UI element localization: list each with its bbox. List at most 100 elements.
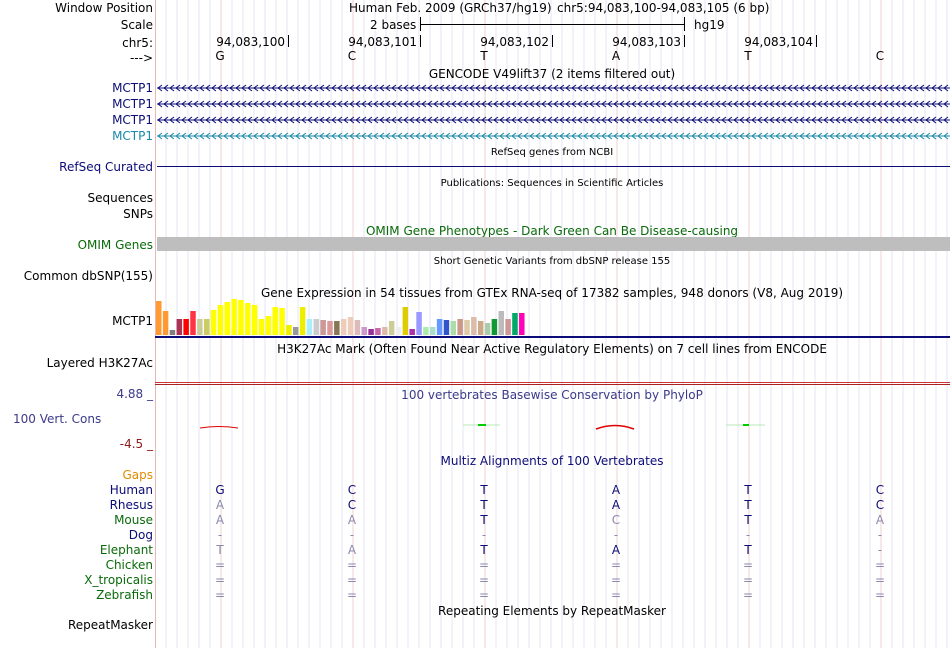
- ruler-tick-label: 94,083,104: [744, 35, 813, 49]
- gtex-tissue-bar: [450, 321, 457, 335]
- species-label[interactable]: Dog: [128, 528, 153, 542]
- gencode-item-3[interactable]: MCTP1: [112, 113, 153, 127]
- alignment-base: T: [480, 543, 488, 557]
- publications-snps-label[interactable]: SNPs: [123, 207, 153, 221]
- gtex-tissue-bar: [299, 307, 306, 335]
- h3k27ac-signal-line-2: [155, 384, 950, 385]
- gencode-item-2[interactable]: MCTP1: [112, 97, 153, 111]
- alignment-base: T: [744, 543, 752, 557]
- alignment-base: =: [742, 558, 754, 572]
- gtex-tissue-bar: [409, 329, 415, 335]
- gtex-tissue-bar: [320, 320, 326, 335]
- gtex-tissue-bar: [272, 307, 278, 335]
- refseq-label[interactable]: RefSeq Curated: [59, 160, 153, 174]
- multiz-title: Multiz Alignments of 100 Vertebrates: [440, 454, 664, 468]
- species-label[interactable]: Human: [109, 483, 153, 497]
- gencode-transcripts[interactable]: [155, 80, 950, 144]
- alignment-base: T: [216, 543, 224, 557]
- alignment-base: A: [215, 498, 225, 512]
- alignment-base: A: [611, 483, 621, 497]
- gtex-tissue-bar: [347, 317, 354, 335]
- species-label[interactable]: Rhesus: [109, 498, 153, 512]
- gtex-tissue-bar: [190, 311, 196, 335]
- omim-gene-bar[interactable]: [157, 237, 950, 251]
- repeatmasker-title: Repeating Elements by RepeatMasker: [438, 604, 666, 618]
- gtex-tissue-bar: [245, 303, 251, 335]
- alignment-base: A: [347, 513, 357, 527]
- ruler-tick-mark: [552, 35, 553, 47]
- gtex-tissue-bar: [505, 319, 511, 335]
- scale-text: 2 bases: [370, 18, 417, 32]
- alignment-base: =: [610, 573, 622, 587]
- base-grid: [155, 0, 948, 648]
- scale-bar-right-tick: [684, 17, 685, 31]
- phylop-label[interactable]: 100 Vert. Cons: [13, 412, 102, 426]
- gtex-tissue-bar: [238, 300, 244, 335]
- alignment-base: =: [346, 573, 358, 587]
- publications-title: Publications: Sequences in Scientific Ar…: [440, 178, 664, 189]
- alignment-base: C: [875, 483, 885, 497]
- ruler-tick-label: 94,083,101: [348, 35, 417, 49]
- alignment-base: =: [214, 573, 226, 587]
- phylop-min-label: -4.5 _: [119, 437, 153, 451]
- omim-label[interactable]: OMIM Genes: [77, 238, 153, 252]
- gtex-baseline: [155, 336, 950, 338]
- repeatmasker-label[interactable]: RepeatMasker: [67, 618, 153, 632]
- alignment-base: =: [214, 558, 226, 572]
- ruler-base: A: [611, 49, 621, 63]
- species-label[interactable]: Chicken: [105, 558, 153, 572]
- species-label[interactable]: X_tropicalis: [84, 573, 153, 587]
- gencode-item-1[interactable]: MCTP1: [112, 81, 153, 95]
- gtex-tissue-bar: [402, 307, 409, 335]
- alignment-base: =: [478, 558, 490, 572]
- alignment-base: A: [611, 498, 621, 512]
- scale-bar-left-tick: [420, 17, 421, 31]
- gtex-tissue-bar: [251, 305, 258, 335]
- gtex-expression-chart[interactable]: [155, 298, 950, 338]
- gtex-tissue-bar: [368, 329, 374, 335]
- alignment-base: =: [214, 588, 226, 602]
- phylop-signal[interactable]: [155, 418, 950, 434]
- species-label[interactable]: Elephant: [99, 543, 153, 557]
- phylop-peak-2-bar: [478, 424, 486, 426]
- alignment-base: -: [349, 528, 355, 542]
- refseq-gene-line[interactable]: [157, 166, 950, 167]
- gtex-tissue-bar: [286, 325, 292, 335]
- publications-sequences-label[interactable]: Sequences: [87, 191, 153, 205]
- gtex-tissue-bar: [279, 308, 285, 335]
- gtex-tissue-bar: [423, 327, 429, 335]
- gtex-title: Gene Expression in 54 tissues from GTEx …: [260, 286, 844, 300]
- alignment-base: -: [481, 528, 487, 542]
- gtex-tissue-bar: [265, 316, 272, 335]
- alignment-base: =: [742, 588, 754, 602]
- gencode-item-4[interactable]: MCTP1: [112, 129, 153, 143]
- species-label[interactable]: Zebrafish: [96, 588, 153, 602]
- gtex-tissue-bar: [183, 319, 189, 335]
- gtex-tissue-bar: [436, 319, 443, 335]
- strand-arrows: [157, 100, 949, 108]
- alignment-base: =: [478, 573, 490, 587]
- h3k27ac-label[interactable]: Layered H3K27Ac: [46, 356, 153, 370]
- gtex-tissue-bar: [382, 327, 388, 335]
- alignment-base: C: [875, 498, 885, 512]
- ruler-base: C: [875, 49, 885, 63]
- h3k27ac-signal-line: [155, 382, 950, 383]
- alignment-base: T: [480, 483, 488, 497]
- omim-title: OMIM Gene Phenotypes - Dark Green Can Be…: [365, 224, 739, 238]
- alignment-base: -: [745, 528, 751, 542]
- phylop-title: 100 vertebrates Basewise Conservation by…: [401, 388, 703, 402]
- alignment-base: =: [346, 558, 358, 572]
- ruler-base: T: [744, 49, 752, 63]
- alignment-base: C: [347, 498, 357, 512]
- gtex-tissue-bar: [224, 302, 230, 335]
- alignment-base: C: [611, 513, 621, 527]
- ruler-tick-label: 94,083,102: [480, 35, 549, 49]
- gtex-tissue-bar: [306, 319, 313, 335]
- gtex-label[interactable]: MCTP1: [112, 314, 153, 328]
- species-label[interactable]: Mouse: [114, 513, 153, 527]
- dbsnp-label[interactable]: Common dbSNP(155): [23, 269, 153, 283]
- position-title: chr5:94,083,100-94,083,105 (6 bp): [557, 1, 770, 15]
- gtex-tissue-bar: [176, 319, 183, 335]
- chrom-label: chr5:: [122, 36, 153, 50]
- gaps-label[interactable]: Gaps: [122, 468, 153, 482]
